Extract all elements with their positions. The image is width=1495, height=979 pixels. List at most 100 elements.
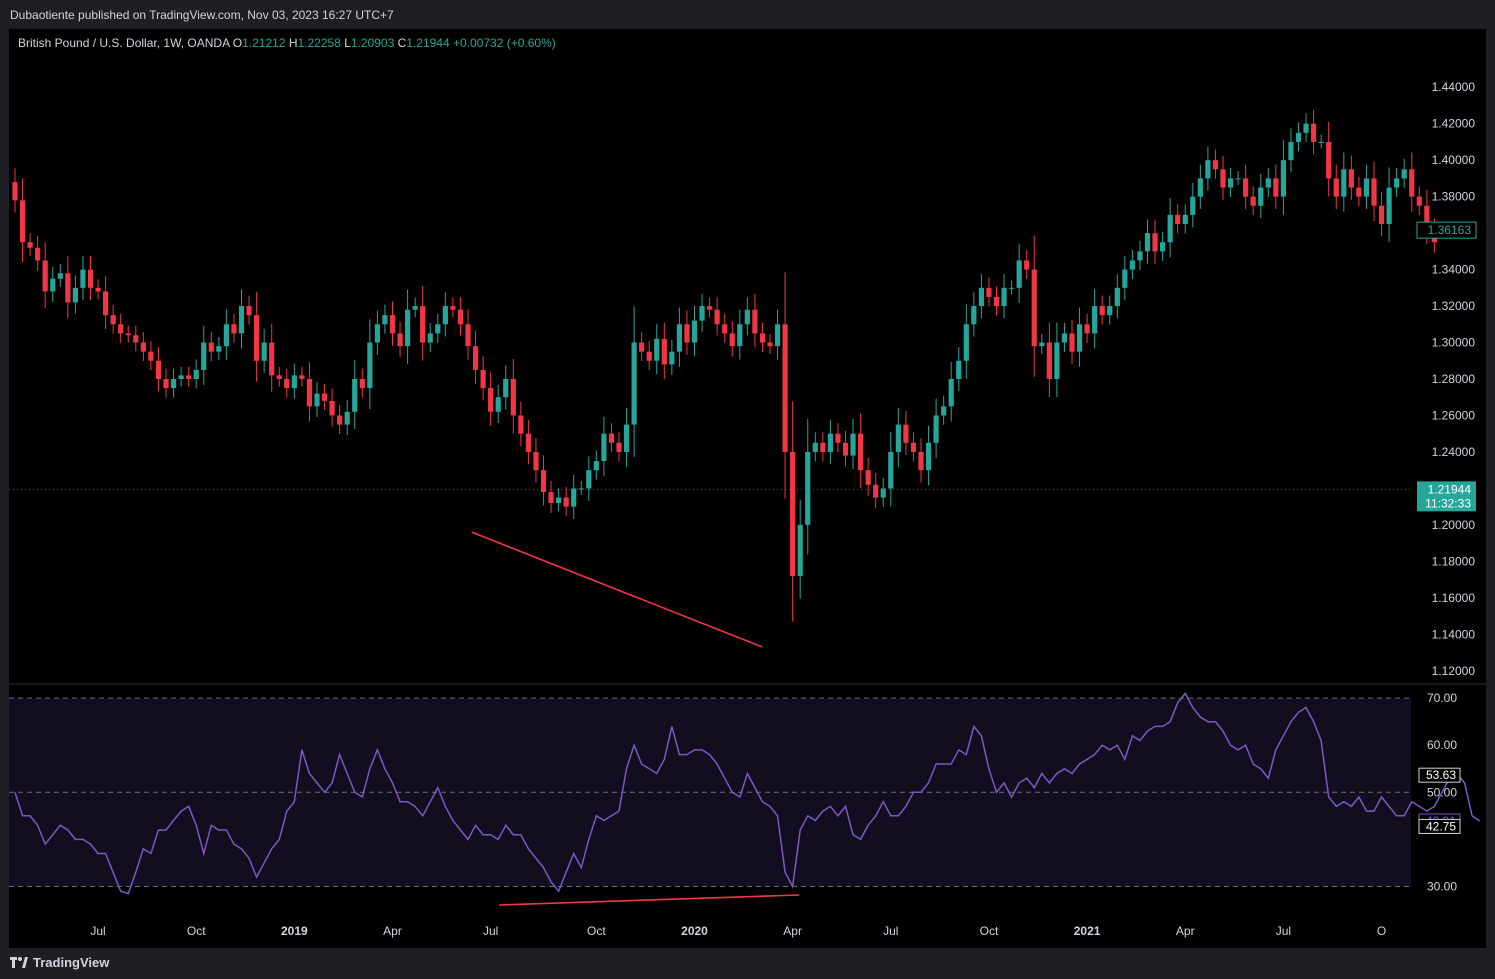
candle[interactable] — [518, 401, 524, 447]
candle[interactable] — [948, 362, 954, 422]
candle[interactable] — [95, 279, 101, 300]
candle[interactable] — [563, 487, 569, 517]
candle[interactable] — [457, 297, 464, 336]
candle[interactable] — [1039, 333, 1045, 354]
candle[interactable] — [1363, 164, 1370, 209]
candle[interactable] — [525, 420, 531, 465]
candle[interactable] — [80, 255, 86, 301]
candle[interactable] — [450, 297, 456, 318]
candle[interactable] — [540, 455, 547, 506]
candle[interactable] — [608, 423, 615, 453]
candle[interactable] — [118, 313, 124, 343]
candle[interactable] — [850, 418, 856, 470]
candle[interactable] — [903, 410, 909, 456]
candle[interactable] — [254, 291, 260, 382]
candle[interactable] — [140, 332, 146, 362]
candle[interactable] — [1326, 121, 1332, 197]
candle[interactable] — [1061, 322, 1068, 352]
candle[interactable] — [1401, 158, 1407, 188]
chart-svg[interactable]: British Pound / U.S. Dollar, 1W, OANDA O… — [9, 29, 1486, 948]
candle[interactable] — [1409, 152, 1415, 212]
candle[interactable] — [631, 306, 637, 458]
candle[interactable] — [880, 477, 886, 507]
candle[interactable] — [1190, 182, 1196, 228]
candle[interactable] — [593, 450, 599, 480]
candle[interactable] — [495, 384, 501, 423]
candle[interactable] — [359, 368, 365, 398]
candle[interactable] — [827, 420, 833, 465]
candle[interactable] — [148, 341, 154, 371]
candle[interactable] — [586, 456, 592, 501]
candle[interactable] — [1054, 322, 1060, 398]
candle[interactable] — [910, 432, 917, 462]
candle[interactable] — [782, 272, 788, 499]
candle[interactable] — [963, 304, 969, 379]
candle[interactable] — [639, 332, 645, 362]
candle[interactable] — [956, 347, 962, 392]
candle[interactable] — [321, 383, 328, 410]
candle[interactable] — [110, 304, 116, 334]
candle[interactable] — [155, 347, 162, 392]
candle[interactable] — [533, 438, 539, 483]
candle[interactable] — [201, 325, 207, 386]
candle[interactable] — [812, 432, 818, 462]
candle[interactable] — [1311, 110, 1317, 155]
candle[interactable] — [1160, 231, 1166, 261]
candle[interactable] — [895, 407, 901, 468]
candle[interactable] — [1288, 128, 1294, 173]
candle[interactable] — [389, 301, 396, 346]
candle[interactable] — [19, 178, 26, 263]
candle[interactable] — [87, 255, 94, 301]
candle[interactable] — [1220, 155, 1226, 200]
candle[interactable] — [382, 304, 388, 334]
candle[interactable] — [12, 168, 18, 213]
candle[interactable] — [842, 431, 849, 467]
candle[interactable] — [986, 277, 992, 307]
candle[interactable] — [669, 339, 675, 375]
candle[interactable] — [571, 474, 577, 519]
candle[interactable] — [1167, 198, 1173, 258]
candle[interactable] — [707, 297, 713, 318]
candle[interactable] — [676, 307, 682, 367]
candle[interactable] — [472, 330, 479, 384]
candle[interactable] — [1212, 149, 1219, 179]
candle[interactable] — [337, 404, 343, 435]
candle[interactable] — [646, 341, 652, 371]
candle[interactable] — [1386, 167, 1392, 243]
candle[interactable] — [941, 395, 947, 425]
candle[interactable] — [50, 266, 56, 303]
candle[interactable] — [971, 292, 977, 337]
candle[interactable] — [1333, 164, 1339, 209]
candle[interactable] — [427, 322, 433, 352]
candle[interactable] — [133, 325, 139, 352]
candle[interactable] — [1356, 177, 1362, 207]
candle[interactable] — [1152, 219, 1158, 264]
candle[interactable] — [556, 488, 562, 512]
candle[interactable] — [1084, 313, 1090, 343]
candle[interactable] — [291, 363, 297, 399]
candle[interactable] — [35, 235, 41, 272]
candle[interactable] — [246, 295, 252, 325]
candle[interactable] — [435, 313, 441, 343]
candle[interactable] — [223, 309, 229, 360]
candle[interactable] — [261, 328, 267, 374]
candle[interactable] — [352, 360, 358, 429]
chart-area[interactable]: British Pound / U.S. Dollar, 1W, OANDA O… — [9, 29, 1486, 948]
candle[interactable] — [1295, 122, 1302, 152]
candle[interactable] — [767, 333, 773, 354]
candle[interactable] — [503, 365, 509, 410]
candle[interactable] — [1092, 289, 1098, 349]
candle[interactable] — [616, 432, 622, 462]
candle[interactable] — [57, 264, 63, 287]
candle[interactable] — [925, 425, 932, 486]
candle[interactable] — [1175, 204, 1181, 234]
candle[interactable] — [1318, 134, 1324, 149]
candle[interactable] — [1371, 161, 1377, 221]
candle[interactable] — [759, 322, 766, 352]
candle[interactable] — [858, 413, 864, 489]
candle[interactable] — [729, 321, 735, 357]
candle[interactable] — [397, 321, 403, 357]
candle[interactable] — [276, 366, 282, 387]
candle[interactable] — [344, 400, 350, 436]
candle[interactable] — [1031, 235, 1037, 377]
